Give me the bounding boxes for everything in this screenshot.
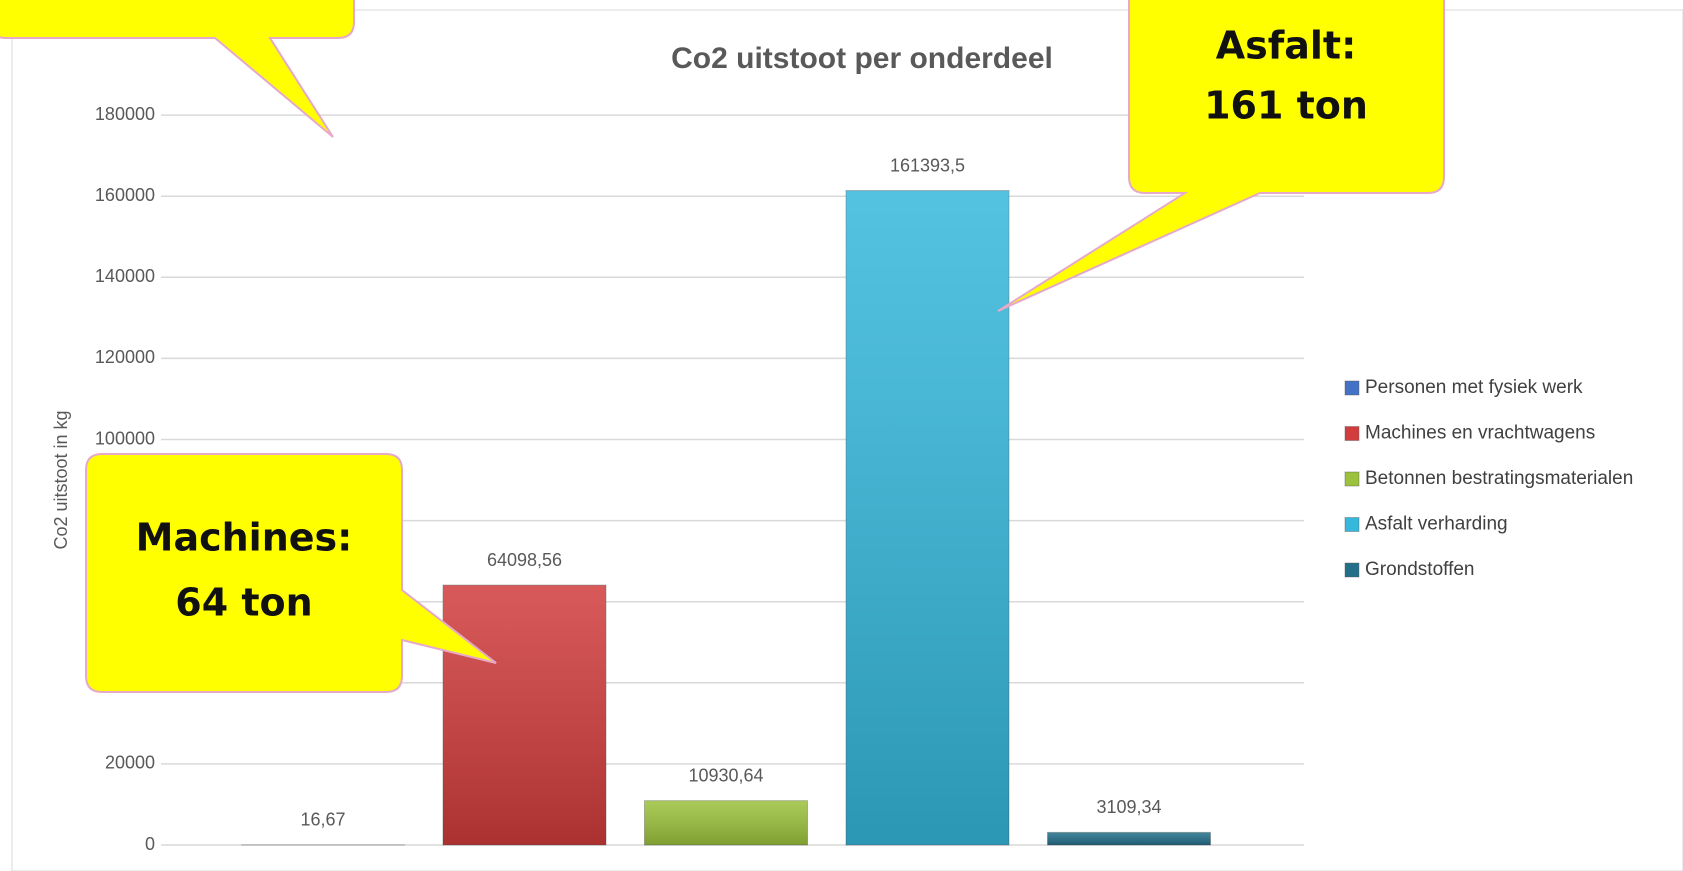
y-tick-label: 0 xyxy=(145,834,155,854)
y-tick-label: 100000 xyxy=(95,428,155,448)
legend-swatch xyxy=(1344,426,1360,441)
legend-swatch xyxy=(1344,380,1360,396)
bar-shade xyxy=(443,585,606,845)
bar-shade xyxy=(644,800,808,845)
plot: 0200004000060000800001000001200001400001… xyxy=(95,104,1633,854)
callout xyxy=(997,0,1445,312)
callout-text: 161 ton xyxy=(1204,84,1368,128)
legend-swatch xyxy=(1344,471,1360,487)
callouts: Machines: 64 ton Asfalt: 161 ton xyxy=(0,0,1445,693)
callout-text: Asfalt: xyxy=(1216,24,1357,68)
legend-label: Asfalt verharding xyxy=(1365,514,1508,535)
legend-label: Personen met fysiek werk xyxy=(1365,377,1583,398)
legend-swatch xyxy=(1344,562,1360,578)
data-label: 10930,64 xyxy=(688,765,763,785)
legend-swatch xyxy=(1344,517,1360,532)
data-label: 161393,5 xyxy=(890,155,965,175)
callout xyxy=(85,453,497,693)
bar-shade xyxy=(846,190,1009,845)
chart-title: Co2 uitstoot per onderdeel xyxy=(671,42,1053,75)
data-label: 64098,56 xyxy=(487,550,562,570)
bar-shade xyxy=(1047,832,1211,845)
callout xyxy=(0,0,355,138)
chart-border xyxy=(11,9,1683,871)
callout-text: 64 ton xyxy=(175,581,312,625)
legend-label: Betonnen bestratingsmaterialen xyxy=(1365,468,1633,489)
y-tick-label: 120000 xyxy=(95,347,155,367)
data-label: 16,67 xyxy=(300,810,345,830)
y-tick-label: 160000 xyxy=(95,185,155,205)
y-tick-label: 20000 xyxy=(105,753,155,773)
legend-label: Machines en vrachtwagens xyxy=(1365,423,1595,444)
y-axis-label: Co2 uitstoot in kg xyxy=(51,410,71,549)
callout-text: Machines: xyxy=(136,516,353,560)
data-label: 3109,34 xyxy=(1096,797,1161,817)
legend-label: Grondstoffen xyxy=(1365,559,1475,580)
y-tick-label: 180000 xyxy=(95,104,155,124)
y-tick-label: 140000 xyxy=(95,266,155,286)
